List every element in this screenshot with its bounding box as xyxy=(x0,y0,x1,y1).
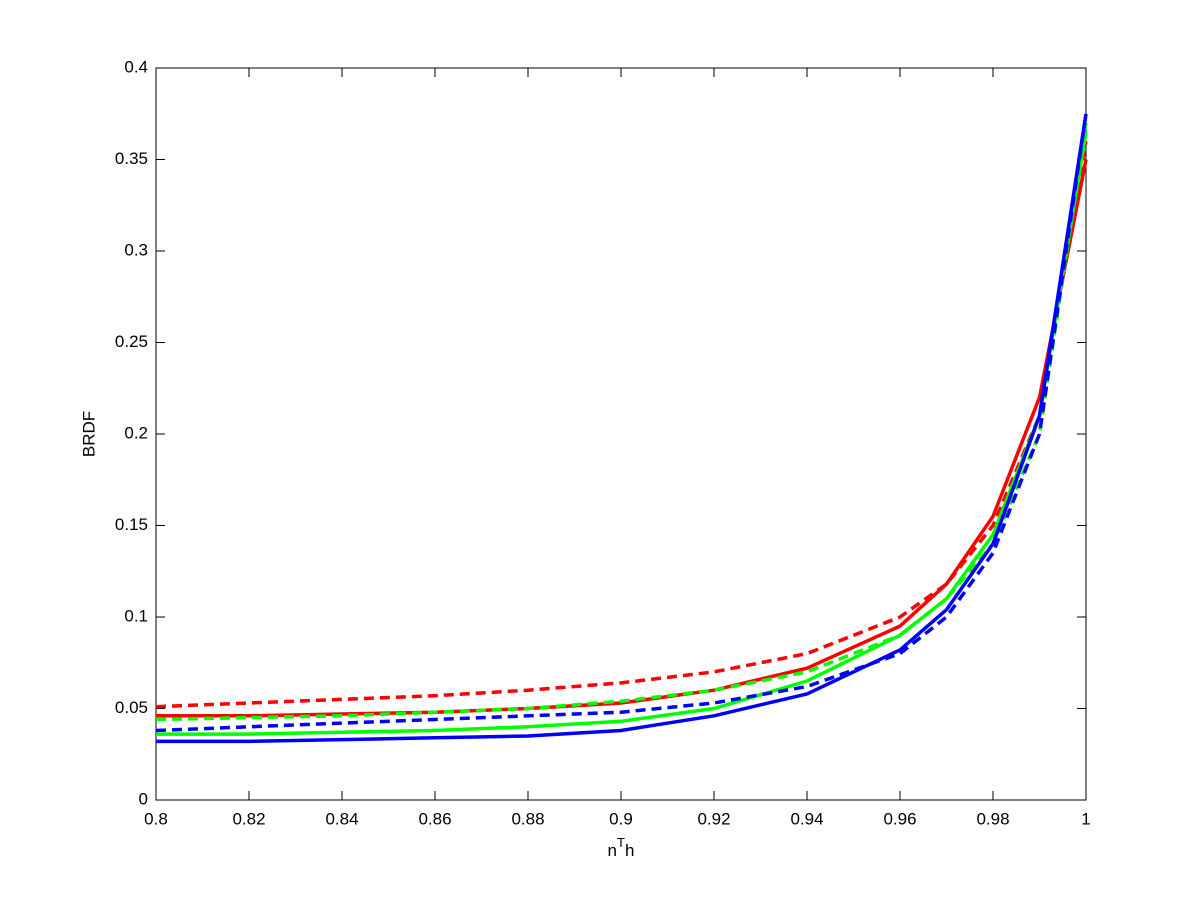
y-tick-label: 0.2 xyxy=(124,423,148,442)
x-tick-label: 1 xyxy=(1081,809,1090,828)
x-tick-label: 0.84 xyxy=(325,809,358,828)
y-tick-label: 0.1 xyxy=(124,606,148,625)
x-tick-label: 0.98 xyxy=(976,809,1009,828)
x-tick-label: 0.88 xyxy=(511,809,544,828)
x-axis-label: nTh xyxy=(608,835,635,860)
x-tick-label: 0.9 xyxy=(609,809,633,828)
x-tick-label: 0.92 xyxy=(697,809,730,828)
x-label-part: n xyxy=(608,841,617,860)
series-line xyxy=(156,113,1088,744)
y-axis-label: BRDF xyxy=(79,411,98,457)
series-line xyxy=(156,159,1088,718)
y-tick-label: 0.4 xyxy=(124,57,148,76)
y-tick-label: 0 xyxy=(139,789,148,808)
plot-frame xyxy=(155,67,1087,801)
y-tick-label: 0.35 xyxy=(115,149,148,168)
x-label-sup: T xyxy=(617,835,625,850)
y-tick-label: 0.05 xyxy=(115,698,148,717)
x-tick-label: 0.82 xyxy=(232,809,265,828)
series-line xyxy=(155,140,1088,709)
x-label-part: h xyxy=(625,841,634,860)
x-tick-label: 0.94 xyxy=(790,809,823,828)
x-tick-label: 0.8 xyxy=(144,809,168,828)
y-tick-label: 0.15 xyxy=(115,515,148,534)
x-tick-label: 0.86 xyxy=(418,809,451,828)
x-tick-label: 0.96 xyxy=(883,809,916,828)
y-tick-label: 0.3 xyxy=(124,240,148,259)
y-tick-label: 0.25 xyxy=(115,332,148,351)
series-line xyxy=(156,131,1088,736)
